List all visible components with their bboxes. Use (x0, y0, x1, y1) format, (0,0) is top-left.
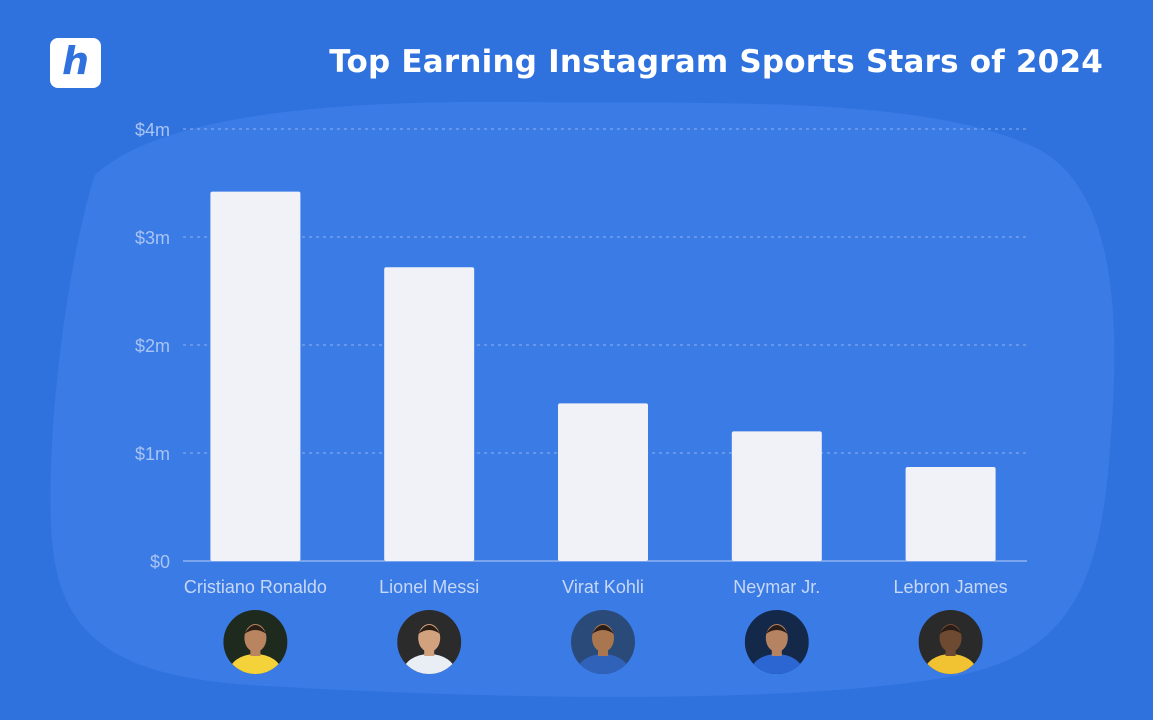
avatar-hair (765, 625, 788, 634)
avatar-hair (418, 625, 441, 634)
player-avatar-icon (223, 610, 288, 674)
avatar-hair (939, 625, 962, 634)
player-avatar-icon (571, 610, 635, 674)
category-label: Lebron James (894, 577, 1008, 597)
bars (210, 191, 996, 561)
y-axis-ticks: $0 $1m $2m $3m $4m (135, 120, 170, 572)
chart-title: Top Earning Instagram Sports Stars of 20… (329, 44, 1103, 80)
player-avatar-icon (918, 610, 983, 674)
y-tick-label: $3m (135, 228, 170, 248)
y-tick-label: $4m (135, 120, 170, 140)
avatar-shirt (229, 654, 282, 674)
category-label: Lionel Messi (379, 577, 479, 597)
blob-shape (50, 101, 1115, 697)
player-avatar-icon (744, 610, 809, 674)
category-label: Cristiano Ronaldo (184, 577, 327, 597)
x-axis-categories: Cristiano Ronaldo Lionel Messi Virat Kohli… (184, 577, 1008, 597)
bar-lebron-james (905, 467, 996, 561)
category-label: Virat Kohli (562, 577, 644, 597)
player-avatars (223, 610, 983, 674)
y-tick-label: $2m (135, 336, 170, 356)
brand-logo: h (50, 38, 101, 88)
avatar-shirt (924, 654, 977, 674)
category-label: Neymar Jr. (733, 577, 820, 597)
y-tick-label: $1m (135, 444, 170, 464)
avatar-shirt (403, 654, 456, 674)
avatar-hair (592, 625, 614, 634)
bar-cristiano-ronaldo (210, 191, 301, 561)
y-tick-label: $0 (150, 552, 170, 572)
logo-letter: h (61, 39, 90, 83)
bar-lionel-messi (384, 267, 475, 561)
bar-virat-kohli (558, 403, 648, 561)
player-avatar-icon (397, 610, 462, 674)
bar-neymar-jr (731, 431, 822, 561)
avatar-shirt (750, 654, 803, 674)
avatar-hair (244, 625, 267, 634)
avatar-shirt (577, 654, 629, 674)
